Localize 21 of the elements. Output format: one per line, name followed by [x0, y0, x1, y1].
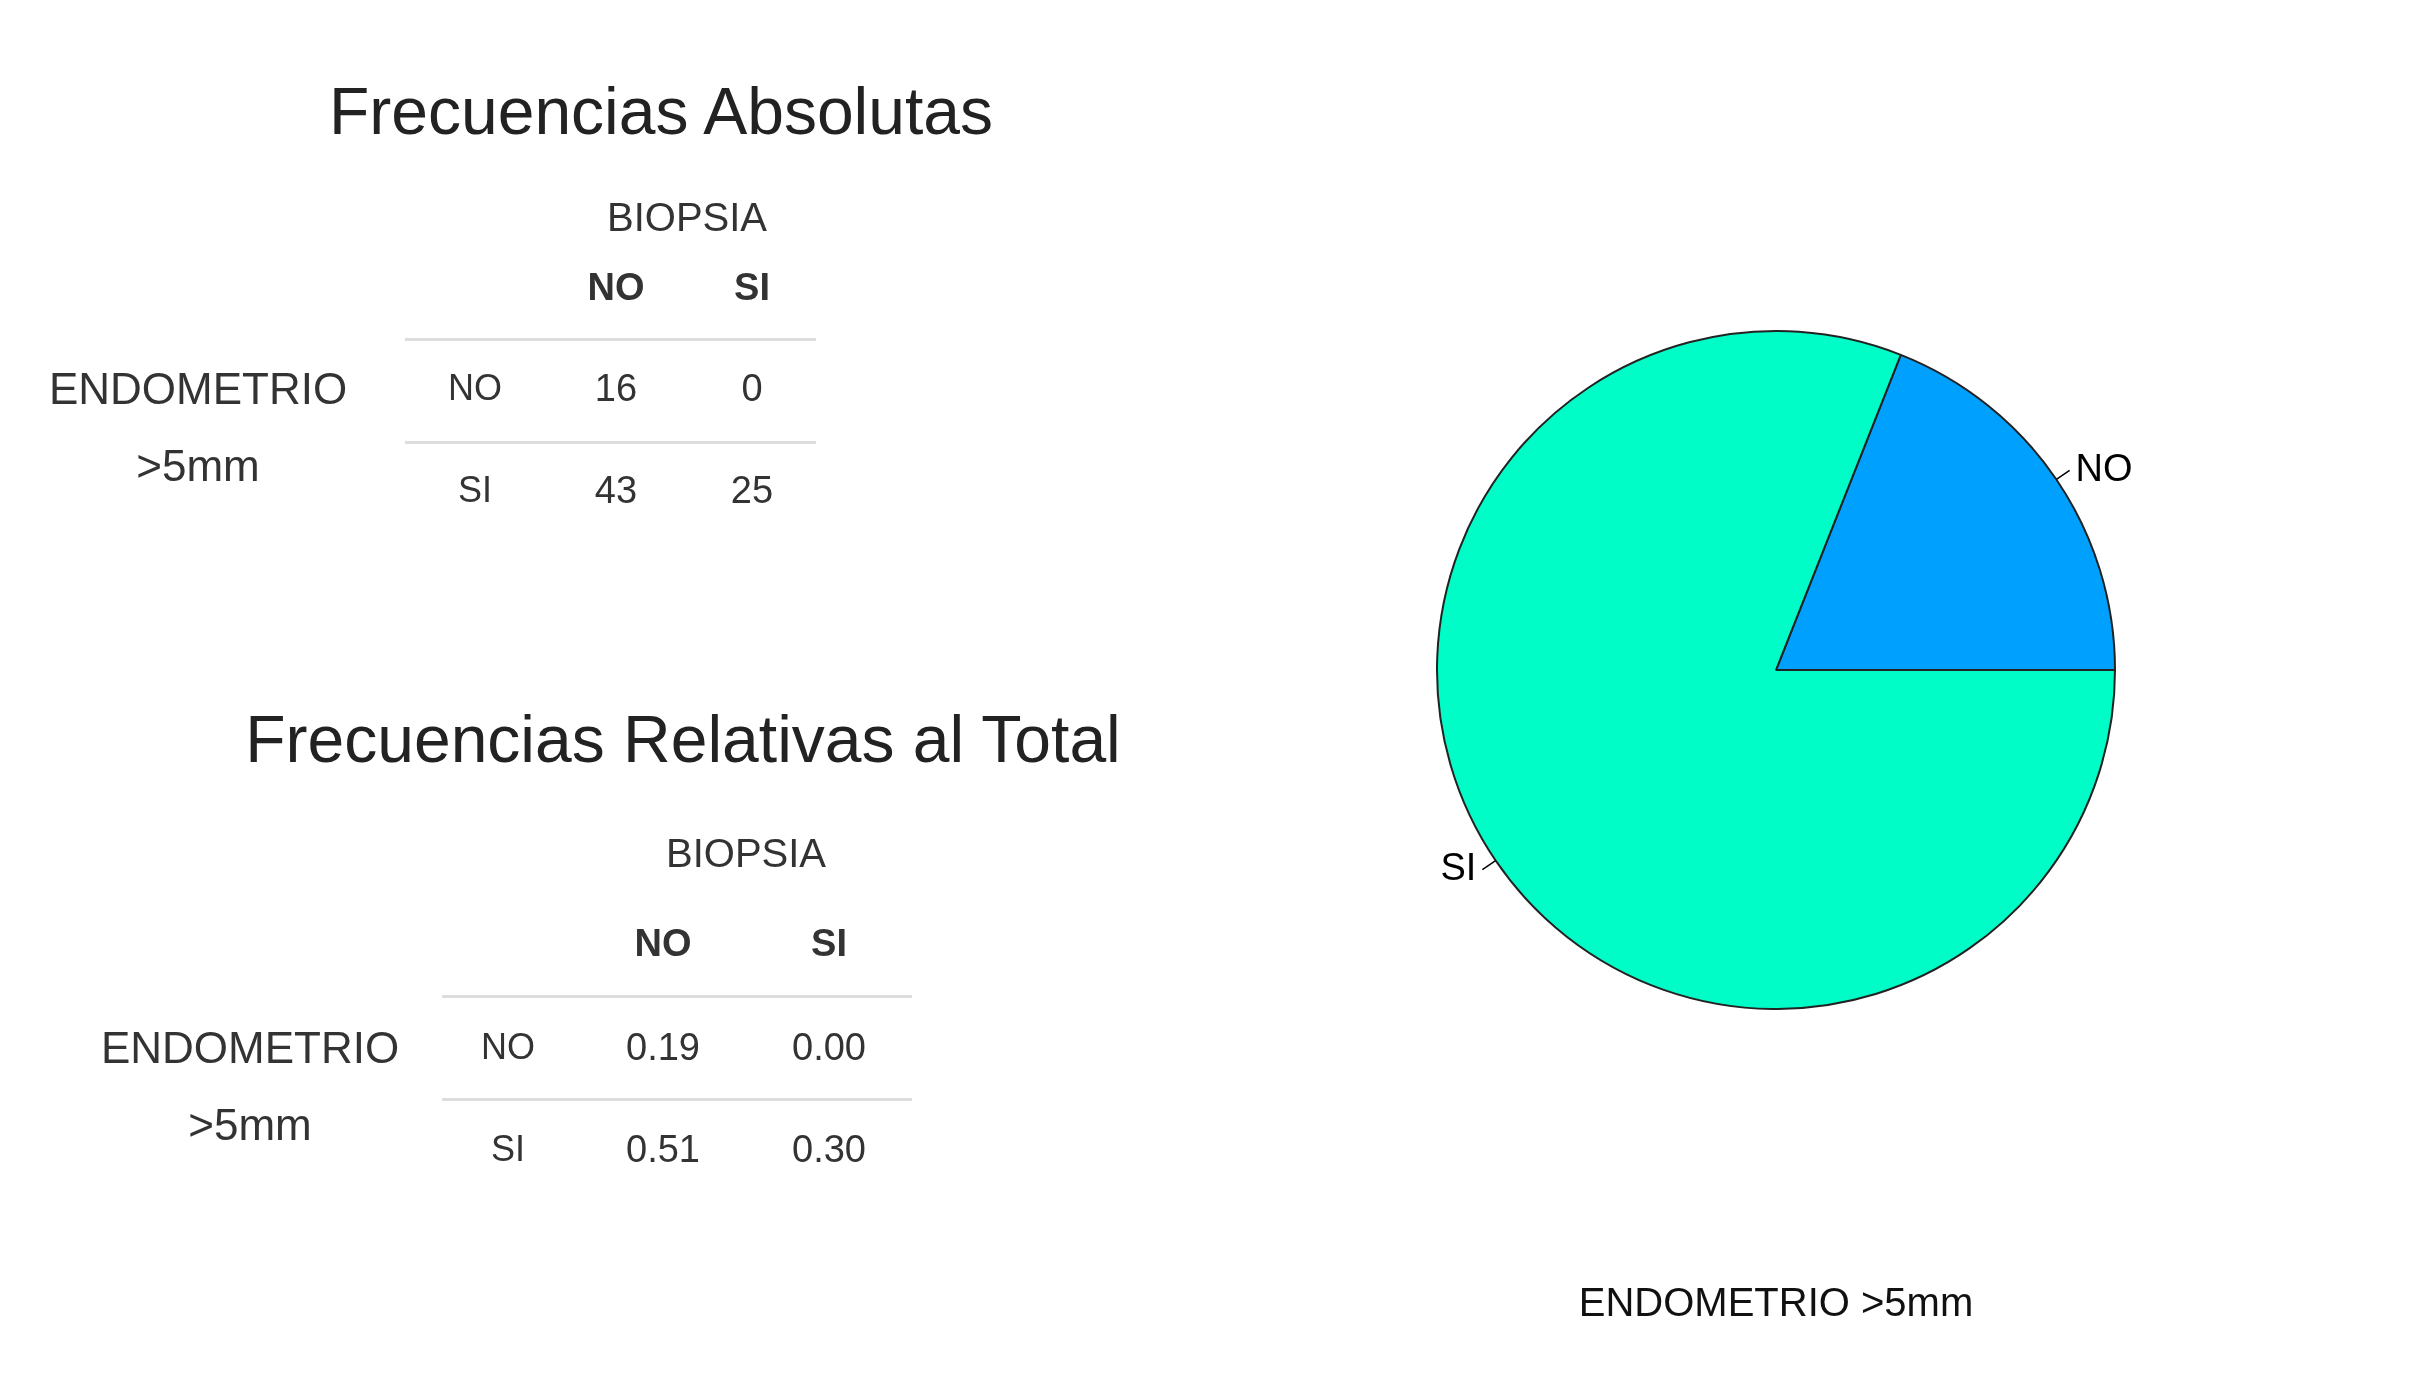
- data-label: 0.30: [792, 1127, 866, 1171]
- data-label: 0.00: [792, 1025, 866, 1069]
- y-tick-label: NO: [481, 1026, 535, 1068]
- data-label: 0: [741, 366, 763, 410]
- text: ENDOMETRIO >5mm: [1578, 1279, 1974, 1325]
- y-tick-label: SI: [490, 1128, 526, 1170]
- data-label: 25: [730, 468, 774, 512]
- y-axis-title: ENDOMETRIO >5mm: [47, 363, 349, 492]
- x-axis-title: BIOPSIA: [606, 194, 768, 240]
- y-tick-label: NO: [448, 367, 502, 409]
- data-label: 16: [594, 366, 638, 410]
- y-axis-title: ENDOMETRIO >5mm: [99, 1022, 401, 1151]
- chart-title: Frecuencias Absolutas: [328, 73, 994, 149]
- slice-label: NO: [2075, 446, 2133, 489]
- chart-title: Frecuencias Relativas al Total: [245, 701, 1121, 777]
- data-label: 43: [594, 468, 638, 512]
- y-tick-label: SI: [457, 469, 493, 511]
- data-label: 0.51: [626, 1127, 700, 1171]
- data-label: 0.19: [626, 1025, 700, 1069]
- slice-label: SI: [1440, 846, 1477, 889]
- x-axis-title: BIOPSIA: [665, 830, 827, 876]
